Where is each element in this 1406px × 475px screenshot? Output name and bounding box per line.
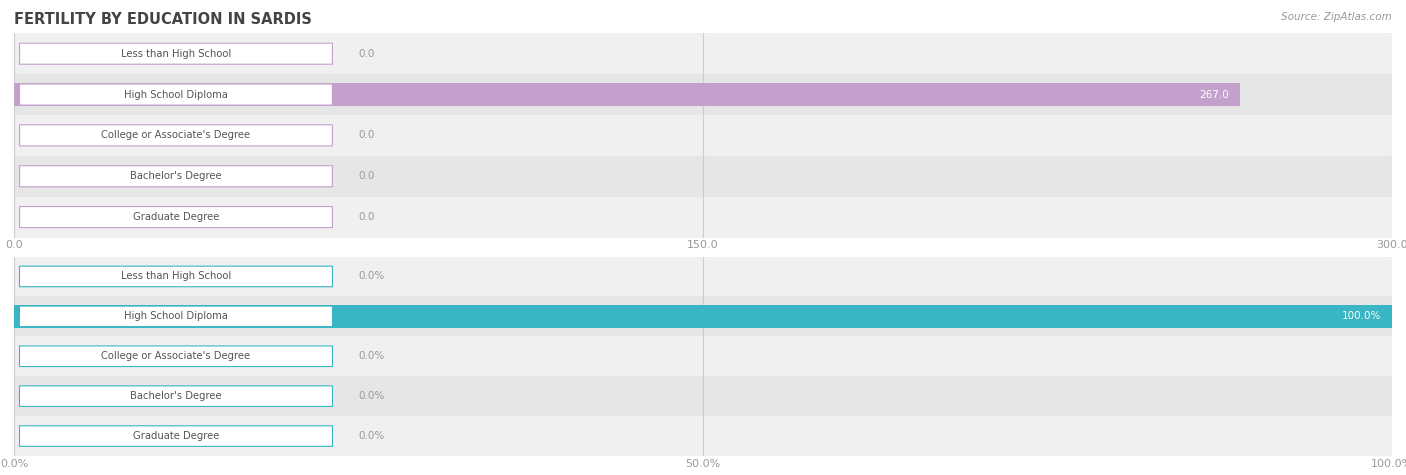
- Bar: [14, 336, 1392, 376]
- FancyBboxPatch shape: [20, 266, 332, 287]
- FancyBboxPatch shape: [20, 207, 332, 228]
- Text: 0.0: 0.0: [359, 48, 375, 59]
- Text: Bachelor's Degree: Bachelor's Degree: [131, 171, 222, 181]
- Text: Less than High School: Less than High School: [121, 48, 231, 59]
- Text: 0.0%: 0.0%: [359, 271, 385, 282]
- FancyBboxPatch shape: [20, 346, 332, 367]
- Bar: [14, 256, 1392, 296]
- Text: High School Diploma: High School Diploma: [124, 89, 228, 100]
- Text: Bachelor's Degree: Bachelor's Degree: [131, 391, 222, 401]
- Bar: [14, 33, 1392, 74]
- Text: 0.0%: 0.0%: [359, 351, 385, 361]
- Text: FERTILITY BY EDUCATION IN SARDIS: FERTILITY BY EDUCATION IN SARDIS: [14, 12, 312, 27]
- FancyBboxPatch shape: [20, 426, 332, 446]
- Bar: [14, 296, 1392, 336]
- Bar: [14, 376, 1392, 416]
- FancyBboxPatch shape: [20, 386, 332, 407]
- Text: 0.0: 0.0: [359, 212, 375, 222]
- Bar: [14, 115, 1392, 156]
- Bar: [14, 305, 1392, 328]
- Text: Less than High School: Less than High School: [121, 271, 231, 282]
- Text: 267.0: 267.0: [1199, 89, 1229, 100]
- Text: High School Diploma: High School Diploma: [124, 311, 228, 322]
- Bar: [14, 156, 1392, 197]
- Bar: [14, 74, 1392, 115]
- Text: 0.0%: 0.0%: [359, 431, 385, 441]
- FancyBboxPatch shape: [20, 43, 332, 64]
- Bar: [14, 83, 1240, 106]
- Bar: [14, 197, 1392, 238]
- Text: College or Associate's Degree: College or Associate's Degree: [101, 351, 250, 361]
- Text: Graduate Degree: Graduate Degree: [132, 212, 219, 222]
- Text: 0.0%: 0.0%: [359, 391, 385, 401]
- Text: College or Associate's Degree: College or Associate's Degree: [101, 130, 250, 141]
- Bar: [14, 416, 1392, 456]
- Text: 0.0: 0.0: [359, 130, 375, 141]
- FancyBboxPatch shape: [20, 84, 332, 105]
- Text: Graduate Degree: Graduate Degree: [132, 431, 219, 441]
- FancyBboxPatch shape: [20, 125, 332, 146]
- FancyBboxPatch shape: [20, 306, 332, 327]
- FancyBboxPatch shape: [20, 166, 332, 187]
- Text: 100.0%: 100.0%: [1341, 311, 1381, 322]
- Text: 0.0: 0.0: [359, 171, 375, 181]
- Text: Source: ZipAtlas.com: Source: ZipAtlas.com: [1281, 12, 1392, 22]
